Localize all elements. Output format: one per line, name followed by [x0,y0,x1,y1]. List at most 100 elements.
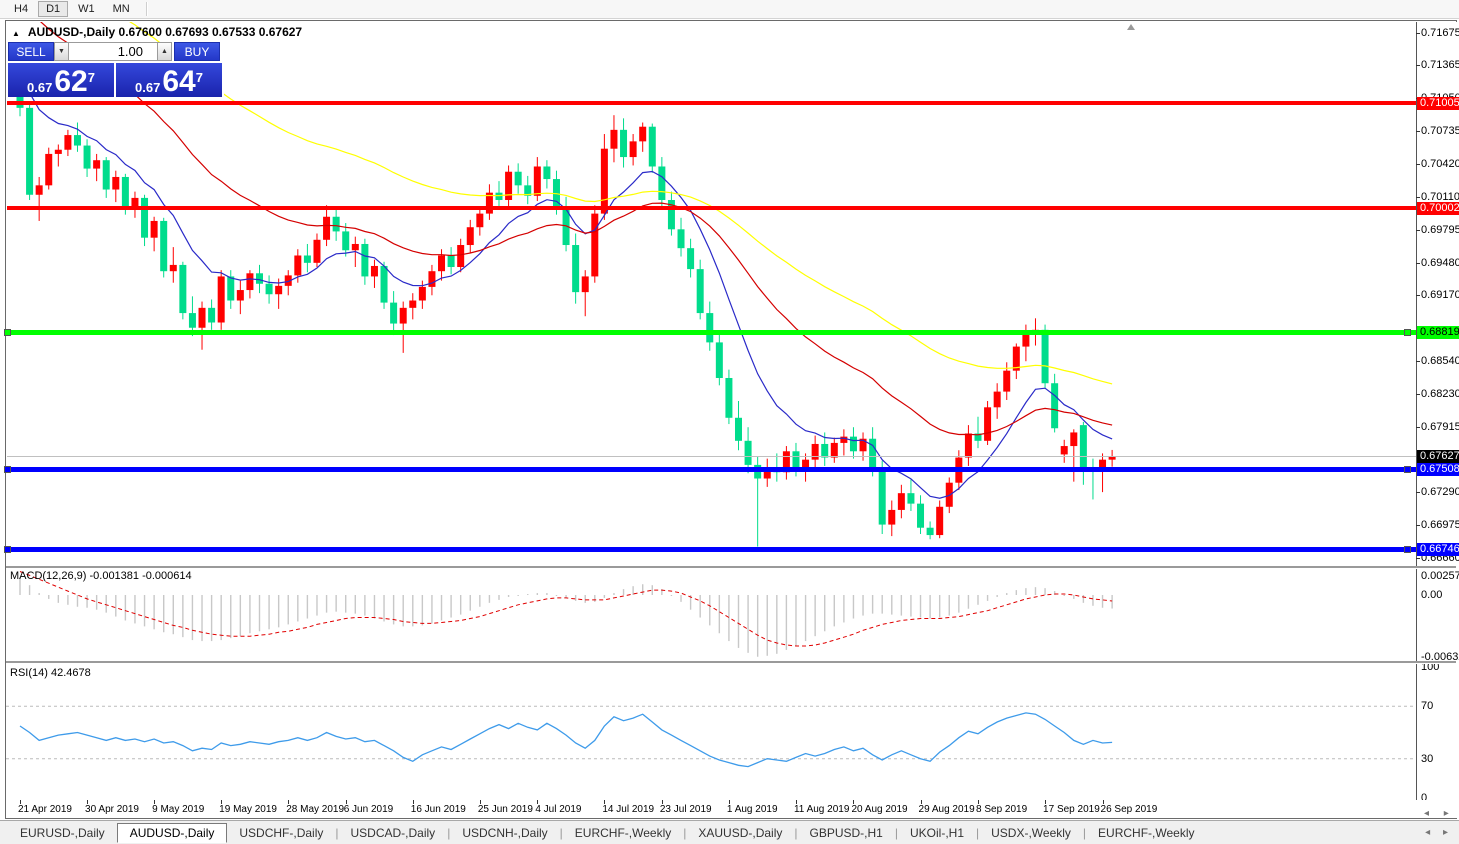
timeframe-mn-button[interactable]: MN [112,3,130,15]
date-tick-mark [921,800,922,804]
tick-mark [1416,525,1420,526]
horizontal-line-object[interactable] [7,101,1416,105]
date-label: 26 Sep 2019 [1100,804,1158,815]
one-click-trading-panel: SELL ▼ 1.00 ▲ BUY 0.67 62 7 0.67 64 7 [8,42,224,97]
line-handle[interactable] [1404,466,1411,473]
horizontal-line-object[interactable] [7,547,1416,552]
candle [26,107,34,195]
horizontal-line-object[interactable] [7,206,1416,210]
date-label: 21 Apr 2019 [18,804,72,815]
candle [323,216,331,240]
sell-button[interactable]: SELL [8,42,54,61]
tab-separator: | [794,825,798,840]
candle [83,145,91,169]
candle [735,417,742,441]
candle [974,433,982,441]
candle [1041,329,1049,384]
line-handle[interactable] [4,546,11,553]
chart-tab-gbpusd-h1[interactable]: GBPUSD-,H1 [809,825,883,840]
volume-decrease-button[interactable]: ▼ [54,42,69,61]
chart-tab-eurchf-weekly[interactable]: EURCHF-,Weekly [1098,825,1195,840]
candle [859,438,867,452]
sell-price-display[interactable]: 0.67 62 7 [8,63,114,97]
timeframe-h4-button[interactable]: H4 [14,3,29,15]
chart-tab-usdchf-daily[interactable]: USDCHF-,Daily [239,825,324,840]
date-tick-mark [853,800,854,804]
date-label: 11 Aug 2019 [793,804,850,815]
chart-low-value: 0.67533 [211,25,256,39]
candle [600,148,608,214]
tick-mark [1416,65,1420,66]
date-label: 30 Apr 2019 [85,804,139,815]
candle [993,391,1001,408]
candle [1079,425,1087,467]
candle [246,273,254,291]
candle [591,213,599,277]
chart-tab-eurusd-daily[interactable]: EURUSD-,Daily [20,825,105,840]
date-label: 25 Jun 2019 [477,804,533,815]
price-tick-label: 0.70110 [1421,190,1459,203]
date-tick-mark [288,800,289,804]
line-handle[interactable] [4,329,11,336]
candle [802,459,810,471]
chart-close-value: 0.67627 [258,25,303,39]
candle [840,436,848,443]
buy-button[interactable]: BUY [174,42,220,61]
price-axis[interactable] [1417,22,1459,800]
chart-shift-marker-icon[interactable] [1127,24,1135,30]
candle [917,503,925,528]
rsi-tick-label: 100 [1421,661,1440,673]
candle [572,245,580,293]
candle [380,265,388,303]
horizontal-line-object[interactable] [7,467,1416,472]
line-handle[interactable] [1404,546,1411,553]
candle [1012,346,1020,371]
tab-separator: | [447,825,451,840]
sell-price-prefix: 0.67 [27,80,53,95]
chart-scroll-arrows[interactable]: ◂ ▸ [1424,808,1455,819]
candle [64,135,72,150]
candle [179,264,187,314]
candle [73,135,81,146]
line-handle[interactable] [4,466,11,473]
chart-tab-usdx-weekly[interactable]: USDX-,Weekly [991,825,1071,840]
date-axis[interactable] [6,800,1457,818]
candle [418,286,426,301]
sell-price-pip: 7 [87,70,95,85]
timeframe-d1-button[interactable]: D1 [38,1,69,17]
candle [112,176,120,190]
chart-tab-audusd-daily[interactable]: AUDUSD-,Daily [116,822,228,843]
chart-tab-usdcad-daily[interactable]: USDCAD-,Daily [350,825,436,840]
chart-tab-usdcnh-daily[interactable]: USDCNH-,Daily [462,825,548,840]
candle [495,192,503,200]
collapse-triangle-icon[interactable]: ▲ [12,29,20,38]
candle [667,199,675,230]
volume-increase-button[interactable]: ▲ [157,42,172,61]
price-badge: 0.67627 [1417,450,1459,464]
ma-medium-line [40,22,1113,436]
candle [447,255,455,268]
candle [370,265,378,277]
horizontal-line-object[interactable] [7,330,1416,335]
candle [821,443,829,458]
candle [351,243,359,251]
macd-pane-separator[interactable] [6,566,1456,569]
buy-price-display[interactable]: 0.67 64 7 [116,63,222,97]
candle [629,141,637,158]
date-tick-mark [413,800,414,804]
line-handle[interactable] [1404,329,1411,336]
date-tick-mark [87,800,88,804]
candle [696,269,704,314]
chart-tab-xauusd-daily[interactable]: XAUUSD-,Daily [698,825,783,840]
candle [227,276,235,301]
timeframe-w1-button[interactable]: W1 [78,3,95,15]
candle [294,255,302,276]
volume-input[interactable]: 1.00 [69,42,157,61]
tick-mark [1416,164,1420,165]
tab-separator: | [559,825,563,840]
rsi-pane-separator[interactable] [6,661,1456,664]
tab-scroll-arrows[interactable]: ◂ ▸ [1425,827,1453,838]
chart-tab-eurchf-weekly[interactable]: EURCHF-,Weekly [574,825,672,840]
chart-tab-ukoil-h1[interactable]: UKOil-,H1 [909,825,964,840]
